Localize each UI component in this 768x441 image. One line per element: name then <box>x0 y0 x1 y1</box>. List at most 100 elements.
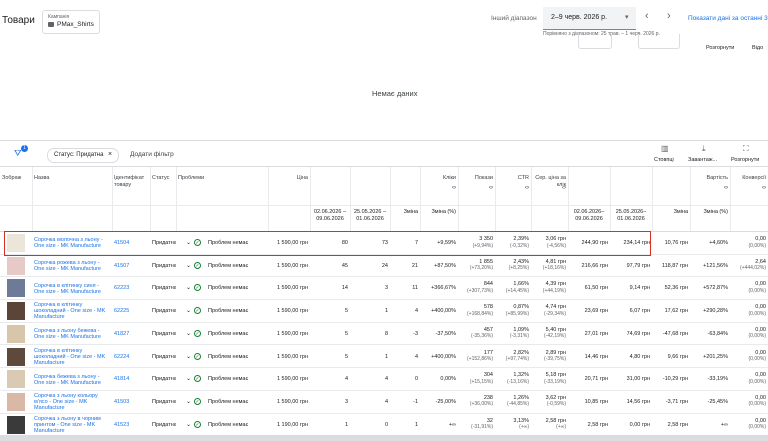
avg-cpc-change: (+44,19%) <box>542 287 566 294</box>
table-row: Сорочка в клітинку шоколадний - One size… <box>0 300 768 323</box>
columns-button[interactable]: Стовпці <box>654 157 674 163</box>
price: 1 590,00 грн <box>276 240 308 247</box>
last-period-link[interactable]: Показати дані за останні 3 <box>688 15 768 22</box>
product-id[interactable]: 41503 <box>114 398 130 405</box>
col-divider <box>268 167 269 231</box>
ctr: 1,26% (-44,85%) <box>495 395 531 408</box>
empty-message: Немає даних <box>372 89 418 98</box>
impressions-change: (+36,00%) <box>469 401 493 408</box>
product-image <box>7 302 25 321</box>
sort-arrow: ↓ <box>450 175 453 181</box>
prev-button[interactable]: ‹ <box>645 10 649 22</box>
cost-change: 17,62 грн <box>664 308 688 315</box>
next-button[interactable]: › <box>667 10 671 22</box>
chart-expand[interactable]: Розгорнути <box>706 45 735 51</box>
avg-cpc-value: 2,58 грн <box>545 417 566 424</box>
impressions: 457 (-35,36%) <box>458 327 495 340</box>
ctr-value: 0,87% <box>513 304 529 311</box>
expand-arrow: ⌄ <box>186 421 192 428</box>
ctr-value: 1,26% <box>513 394 529 401</box>
col-divider <box>730 167 731 231</box>
conversions-change: (0,00%) <box>748 378 766 385</box>
ctr-value: 3,13% <box>513 417 529 424</box>
expand-arrow: ⌄ <box>186 376 192 383</box>
cost-current: 23,69 грн <box>584 308 608 315</box>
add-filter[interactable]: Додати фільтр <box>130 151 174 158</box>
clicks-change-pct: +∞ <box>448 421 456 428</box>
clicks-change-pct: 0,00% <box>440 376 456 383</box>
col-divider <box>32 167 33 231</box>
price: 1 590,00 грн <box>276 308 308 315</box>
col-divider <box>350 167 351 231</box>
product-id[interactable]: 62225 <box>114 308 130 315</box>
product-name[interactable]: Сорочка молочна з льону - One size - MK … <box>34 237 103 250</box>
clicks-change: 4 <box>414 308 418 315</box>
campaign-selector[interactable]: Кампанія PMax_Shirts <box>42 10 100 34</box>
filter-chip[interactable]: Статус: Придатна × <box>47 148 119 163</box>
expand-button[interactable]: Розгорнути <box>731 157 760 163</box>
status: Придатна <box>152 330 176 337</box>
product-name[interactable]: Сорочка в клітинку синя - One size - MK … <box>34 282 101 295</box>
avg-cpc-change: (+∞) <box>556 424 566 431</box>
divider <box>0 140 768 141</box>
col-divider <box>310 167 311 231</box>
column-header: Вартість <box>706 175 728 181</box>
scrollbar <box>0 435 768 441</box>
columns-icon: ▥ <box>661 144 669 153</box>
product-id[interactable]: 41814 <box>114 376 130 383</box>
clicks-previous: 1 <box>384 308 388 315</box>
product-name[interactable]: Сорочка з льону кольору м'ясо - One size… <box>34 393 98 412</box>
product-id[interactable]: 62223 <box>114 285 130 292</box>
product-id[interactable]: 62224 <box>114 353 130 360</box>
product-name[interactable]: Сорочка з льону в чорним принтом - One s… <box>34 415 101 434</box>
avg-cpc: 3,62 грн (-0,59%) <box>531 395 568 408</box>
chart-button[interactable] <box>638 34 680 49</box>
impressions-value: 238 <box>483 394 493 401</box>
problems: Проблем немає <box>208 398 249 405</box>
product-name[interactable]: Сорочка рожева з льону - One size - MK M… <box>34 260 101 273</box>
product-image <box>7 256 25 275</box>
avg-cpc-change: (-29,34%) <box>544 310 566 317</box>
product-name[interactable]: Сорочка в клітинку шоколадний - One size… <box>34 302 106 321</box>
avg-cpc-change: (-39,75%) <box>544 356 566 362</box>
price: 1 590,00 грн <box>276 262 308 269</box>
chart-button[interactable] <box>578 34 612 49</box>
ok-icon: ✓ <box>194 420 201 428</box>
sort-icon: ‹› <box>762 185 766 191</box>
product-id[interactable]: 41504 <box>114 240 130 247</box>
ctr: 1,32% (-13,16%) <box>495 372 531 385</box>
product-name[interactable]: Сорочка бежева з льону - One size - MK M… <box>34 373 101 386</box>
cost-previous: 6,07 грн <box>629 308 650 315</box>
cost-change-pct: +4,60% <box>709 240 728 247</box>
product-name[interactable]: Сорочка з льону бежева - One size - MK M… <box>34 328 101 341</box>
range-label: Інший діапазон <box>491 15 537 22</box>
impressions-change: (+73,20%) <box>469 265 493 272</box>
problems: Проблем немає <box>208 308 249 315</box>
impressions: 844 (+307,73%) <box>458 281 495 294</box>
product-id[interactable]: 41827 <box>114 330 130 337</box>
col-divider <box>390 167 391 231</box>
avg-cpc-value: 5,40 грн <box>545 326 566 333</box>
product-name[interactable]: Сорочка в клітинку шоколадний - One size… <box>34 347 106 366</box>
conversions-change: (+444,02%) <box>740 265 766 272</box>
avg-cpc: 5,18 грн (-33,19%) <box>531 372 568 385</box>
download-button[interactable]: Завантаж... <box>688 157 718 163</box>
conversions-change: (0,00%) <box>748 356 766 362</box>
table-row: Сорочка бежева з льону - One size - MK M… <box>0 368 768 391</box>
chart-view[interactable]: Відо <box>752 45 764 51</box>
product-id[interactable]: 41523 <box>114 421 130 428</box>
impressions-value: 32 <box>486 417 493 424</box>
ctr-change: (+8,25%) <box>508 265 529 272</box>
date-dropdown[interactable]: 2–9 черв. 2026 р. ▾ <box>543 7 636 30</box>
cost-change: 118,87 грн <box>661 262 688 269</box>
chip-remove[interactable]: × <box>108 151 113 158</box>
clicks-change: 4 <box>414 353 418 360</box>
clicks-current: 5 <box>344 353 348 360</box>
filter-icon[interactable]: ⛛ <box>14 148 22 158</box>
conversions: 0,00 (0,00%) <box>730 236 768 249</box>
ctr-value: 1,09% <box>513 326 529 333</box>
ok-icon: ✓ <box>194 375 201 383</box>
product-id[interactable]: 41507 <box>114 262 130 269</box>
cost-current: 14,46 грн <box>584 353 608 360</box>
cost-current: 244,90 грн <box>581 240 608 247</box>
